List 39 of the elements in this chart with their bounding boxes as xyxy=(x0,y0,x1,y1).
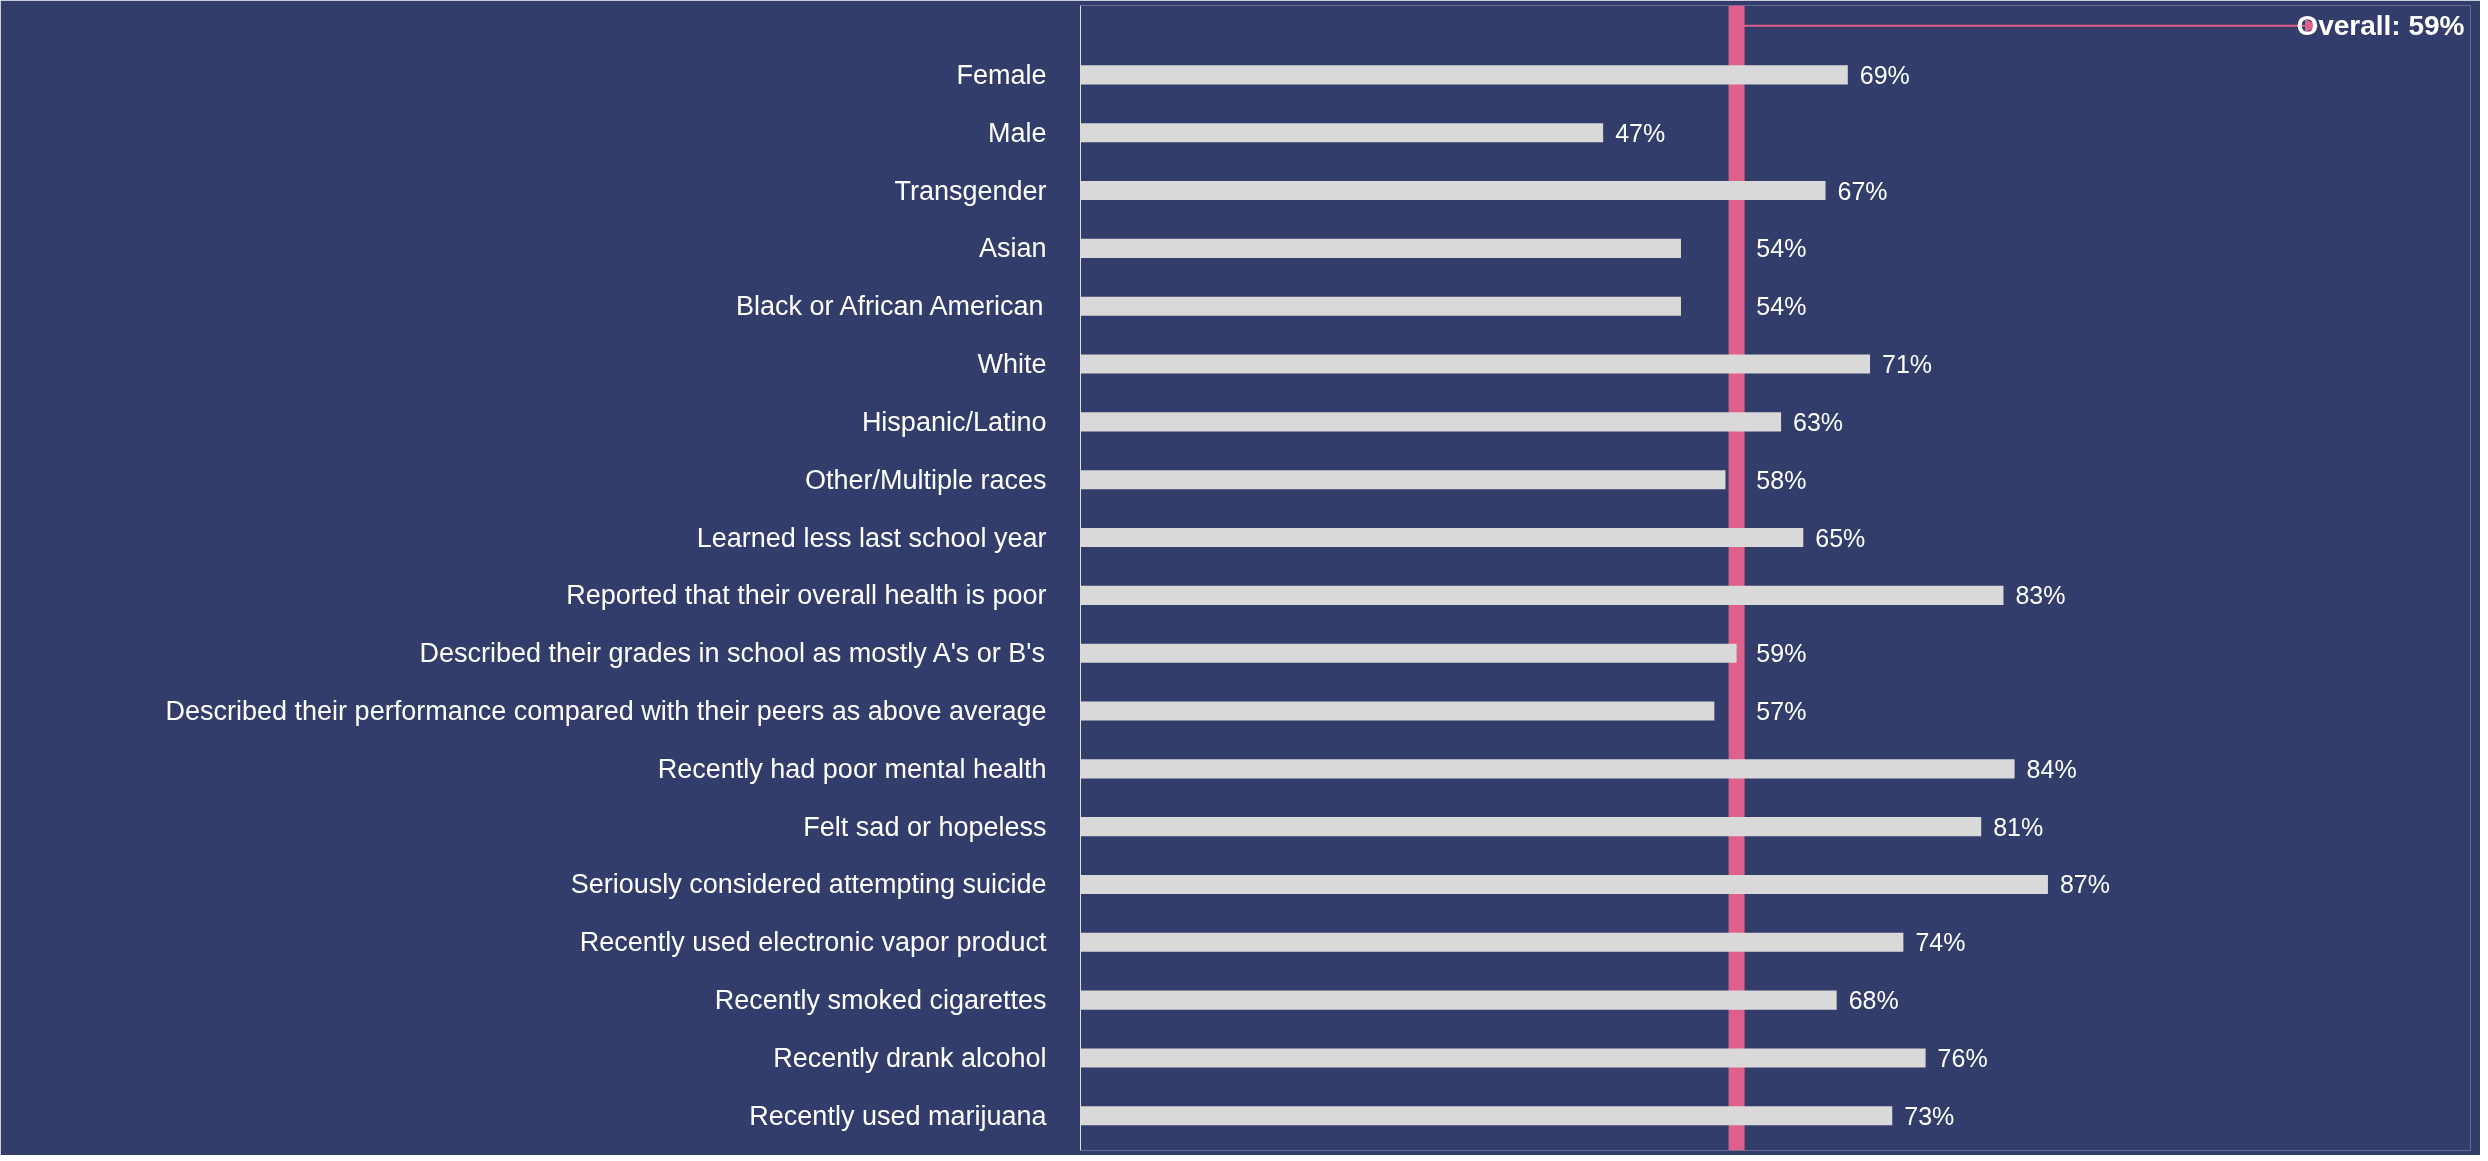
data-label: 54% xyxy=(1756,292,1807,321)
y-tick-label: Recently used marijuana xyxy=(749,1100,1048,1131)
y-tick-label: Asian xyxy=(978,233,1047,264)
data-label: 57% xyxy=(1756,697,1807,726)
ref-line-label: Overall: 59% xyxy=(2296,10,2465,42)
y-tick-label: Recently drank alcohol xyxy=(773,1042,1047,1073)
data-label: 54% xyxy=(1756,234,1807,263)
data-label: 83% xyxy=(2015,581,2066,610)
data-label: 74% xyxy=(1915,928,1966,957)
y-tick-label: Learned less last school year xyxy=(696,522,1047,553)
y-tick-label: Felt sad or hopeless xyxy=(803,811,1047,842)
y-tick-label: Recently used electronic vapor product xyxy=(579,927,1047,958)
y-tick-label: Seriously considered attempting suicide xyxy=(570,869,1047,900)
y-tick-label: White xyxy=(977,349,1047,380)
y-tick-label: Other/Multiple races xyxy=(804,464,1047,495)
y-tick-label: Described their performance compared with their peers as above average xyxy=(165,696,1047,727)
data-label: 58% xyxy=(1756,465,1807,494)
data-label: 76% xyxy=(1937,1043,1988,1072)
data-label: 59% xyxy=(1756,639,1807,668)
y-tick-label: Black or African American xyxy=(735,291,1044,322)
y-tick-label: Recently smoked cigarettes xyxy=(714,985,1047,1016)
data-label: 84% xyxy=(2026,754,2077,783)
y-tick-label: Recently had poor mental health xyxy=(657,753,1047,784)
data-label: 71% xyxy=(1882,350,1933,379)
data-label: 67% xyxy=(1837,176,1888,205)
y-tick-label: Male xyxy=(987,117,1047,148)
data-label: 68% xyxy=(1848,986,1899,1015)
y-tick-label: Transgender xyxy=(894,175,1047,206)
data-label: 69% xyxy=(1859,60,1910,89)
y-tick-label: Reported that their overall health is poor xyxy=(566,580,1047,611)
data-label: 65% xyxy=(1815,523,1866,552)
y-tick-label: Described their grades in school as mostly A's or B's xyxy=(419,638,1046,669)
data-label: 47% xyxy=(1615,118,1666,147)
data-label: 63% xyxy=(1793,407,1844,436)
y-tick-label: Female xyxy=(956,59,1047,90)
data-label: 87% xyxy=(2059,870,2110,899)
y-tick-label: Hispanic/Latino xyxy=(861,406,1047,437)
data-label: 73% xyxy=(1904,1101,1955,1130)
data-label: 81% xyxy=(1993,812,2044,841)
